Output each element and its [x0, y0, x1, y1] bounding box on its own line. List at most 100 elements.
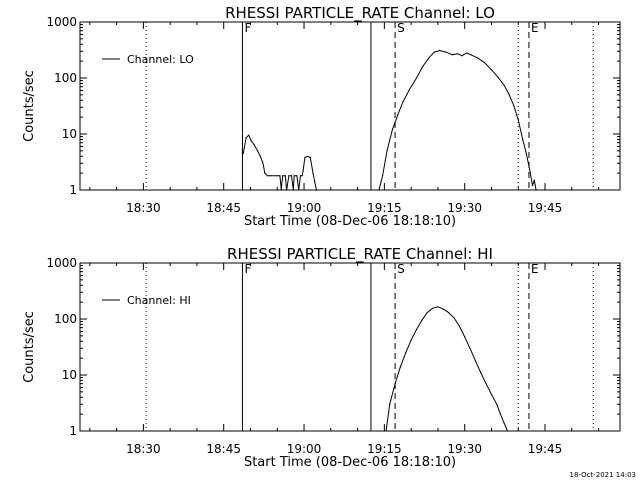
panel1-data-point: [264, 172, 266, 174]
panel1-data-point: [242, 152, 244, 155]
panel1-data-point: [529, 170, 531, 172]
panel1-data-point: [456, 53, 459, 55]
panel2-legend-label: Channel: HI: [127, 294, 191, 307]
panel1-data-point: [470, 54, 472, 56]
panel1-series-line-2: [378, 50, 537, 191]
panel1-data-point: [307, 155, 309, 157]
panel1-data-point: [286, 189, 288, 191]
panel1-data-point: [525, 152, 527, 155]
panel2-data-point: [453, 317, 455, 319]
panel2-marker-label-E: E: [531, 262, 539, 276]
panel1-marker-label-E: E: [531, 21, 539, 35]
panel1-data-point: [259, 155, 261, 157]
panel2-data-point: [431, 307, 434, 309]
panel2-data-point: [405, 352, 407, 354]
panel2-x-tick-label: 18:30: [126, 442, 161, 456]
panel1-data-point: [497, 76, 499, 78]
panel1-data-point: [461, 55, 463, 57]
panel1-data-point: [508, 94, 510, 96]
panel2-data-point: [490, 393, 493, 396]
panel2-data-point: [496, 403, 498, 405]
panel1-data-point: [408, 89, 410, 91]
panel1-data-point: [269, 175, 271, 177]
panel1-data-point: [402, 100, 404, 103]
panel1-x-tick-label: 18:30: [126, 201, 161, 215]
panel2-data-point: [426, 312, 428, 314]
panel1-data-point: [517, 119, 519, 121]
panel2-data-point: [464, 336, 466, 338]
panel1-data-point: [490, 69, 493, 71]
panel2-y-tick-label: 10: [62, 368, 77, 382]
panel1-data-point: [299, 175, 302, 177]
panel1-data-point: [292, 189, 294, 191]
panel1-data-point: [282, 175, 284, 177]
panel1-marker-label-S: S: [397, 21, 405, 35]
panel1-legend-label: Channel: LO: [127, 53, 194, 66]
panel1-data-point: [314, 181, 316, 183]
panel1-data-point: [378, 189, 380, 191]
panel1-data-point: [309, 156, 311, 159]
panel2-x-tick-label: 19:00: [287, 442, 322, 456]
panel2-x-axis-label: Start Time (08-Dec-06 18:18:10): [244, 455, 456, 470]
panel1-data-point: [257, 150, 259, 152]
panel1-data-point: [439, 49, 441, 52]
panel1-y-tick-label: 1000: [46, 15, 77, 29]
panel1-data-point: [445, 51, 447, 53]
panel2-data-point: [499, 413, 501, 415]
panel1-data-point: [533, 179, 535, 181]
panel1-data-point: [465, 52, 468, 54]
panel2-y-tick-label: 1: [69, 424, 77, 438]
panel2-data-point: [506, 430, 509, 432]
panel2-marker-label-S: S: [397, 262, 405, 276]
panel2-data-point: [415, 328, 418, 331]
panel2-data-point: [480, 372, 482, 374]
panel2-x-tick-label: 19:45: [528, 442, 563, 456]
panel1-x-tick-label: 19:30: [447, 201, 482, 215]
panel1-y-tick-label: 100: [54, 71, 77, 85]
panel1-data-point: [381, 175, 384, 177]
panel1-data-point: [248, 134, 250, 136]
panel1-data-point: [250, 140, 252, 142]
panel1-data-point: [503, 84, 505, 86]
panel1-y-tick-label: 10: [62, 127, 77, 141]
panel1-x-axis-label: Start Time (08-Dec-06 18:18:10): [244, 214, 456, 229]
panel1-data-point: [531, 184, 534, 187]
panel1-y-tick-label: 1: [69, 183, 77, 197]
panel2-series-line-1: [385, 306, 508, 432]
panel2-data-point: [389, 403, 391, 405]
panel1-data-point: [290, 175, 293, 177]
panel2-marker-label-F: F: [244, 262, 251, 276]
panel1-data-point: [513, 105, 515, 107]
panel2-data-point: [503, 422, 505, 424]
panel1-data-point: [535, 189, 537, 191]
panel2-y-axis-label: Counts/sec: [22, 311, 37, 383]
panel1-data-point: [386, 150, 388, 152]
panel1-x-tick-label: 18:45: [206, 201, 241, 215]
panel2-y-tick-label: 1000: [46, 256, 77, 270]
panel1-data-point: [262, 162, 264, 164]
panel2-plot-frame: [79, 262, 621, 432]
panel1-plot-frame: [79, 21, 621, 191]
panel1-data-point: [391, 128, 393, 131]
panel2-data-point: [458, 325, 460, 327]
panel1-data-point: [296, 175, 298, 177]
panel1-data-point: [276, 175, 278, 177]
panel1-data-point: [433, 51, 435, 53]
panel2-x-tick-label: 18:45: [206, 442, 241, 456]
panel1-data-point: [284, 175, 286, 177]
panel2-data-point: [485, 383, 487, 385]
panel2-data-point: [474, 360, 477, 362]
panel1-chart-title: RHESSI PARTICLE_RATE Channel: LO: [225, 4, 495, 23]
panel1-data-point: [301, 175, 303, 177]
panel1-series-line-1: [242, 134, 317, 191]
panel1-data-point: [415, 77, 418, 79]
panel1-data-point: [522, 138, 524, 141]
panel2-data-point: [437, 306, 439, 308]
panel2-data-point: [442, 308, 444, 310]
panel2-data-point: [410, 339, 412, 341]
panel1-data-point: [315, 189, 318, 191]
panel1-data-point: [397, 114, 399, 116]
panel1-data-point: [483, 61, 485, 63]
panel1-data-point: [253, 143, 255, 146]
